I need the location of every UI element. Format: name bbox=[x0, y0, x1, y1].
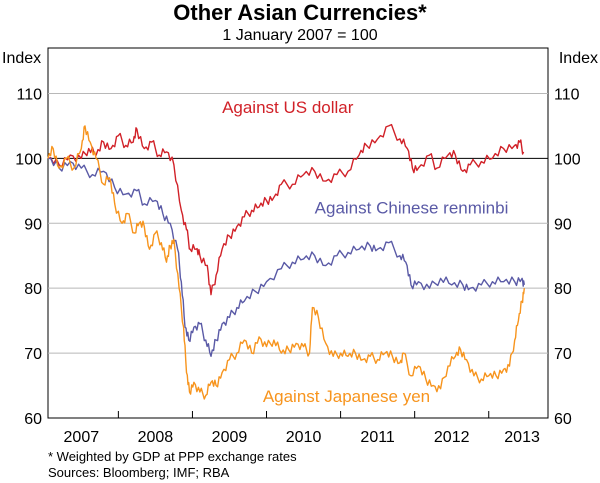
x-tick-label-2009: 2009 bbox=[212, 429, 248, 446]
series-label-against-us-dollar: Against US dollar bbox=[222, 98, 354, 117]
y-tick-left-90: 90 bbox=[24, 216, 42, 233]
x-tick-label-2013: 2013 bbox=[504, 429, 540, 446]
chart-subtitle: 1 January 2007 = 100 bbox=[222, 27, 378, 44]
x-tick-label-2011: 2011 bbox=[360, 429, 395, 446]
gridlines bbox=[48, 92, 548, 354]
series-line-against-chinese-renminbi bbox=[47, 157, 525, 357]
x-tick-label-2012: 2012 bbox=[434, 429, 470, 446]
x-tick-label-2010: 2010 bbox=[286, 429, 322, 446]
y-axis-label-left: Index bbox=[2, 50, 41, 67]
x-axis-ticks: 2007 2008 2009 2010 2011 2012 2013 bbox=[64, 411, 540, 446]
y-tick-right-70: 70 bbox=[554, 346, 572, 363]
x-tick-label-2008: 2008 bbox=[138, 429, 174, 446]
y-tick-right-90: 90 bbox=[554, 216, 572, 233]
y-tick-left-70: 70 bbox=[24, 346, 42, 363]
series-lines bbox=[47, 123, 525, 400]
y-axis-ticks: 60 60 70 70 80 80 90 90 100 100 110 110 bbox=[15, 86, 581, 428]
series-label-against-chinese-renminbi: Against Chinese renminbi bbox=[315, 199, 509, 218]
y-axis-label-right: Index bbox=[559, 50, 598, 67]
y-tick-right-100: 100 bbox=[554, 151, 581, 168]
y-tick-right-60: 60 bbox=[554, 411, 572, 428]
series-line-against-us-dollar bbox=[47, 123, 525, 296]
footnote-sources: Sources: Bloomberg; IMF; RBA bbox=[48, 465, 230, 480]
y-tick-right-80: 80 bbox=[554, 281, 572, 298]
y-tick-right-110: 110 bbox=[554, 86, 580, 103]
series-line-against-japanese-yen bbox=[47, 125, 525, 400]
footnote-weighting: * Weighted by GDP at PPP exchange rates bbox=[48, 449, 297, 464]
y-tick-left-60: 60 bbox=[24, 411, 42, 428]
plot-frame bbox=[47, 47, 549, 419]
chart-title: Other Asian Currencies* bbox=[173, 0, 427, 25]
y-tick-left-110: 110 bbox=[16, 86, 42, 103]
series-label-against-japanese-yen: Against Japanese yen bbox=[263, 387, 430, 406]
series-labels: Against US dollar Against Chinese renminb… bbox=[222, 98, 508, 406]
y-tick-left-100: 100 bbox=[15, 151, 42, 168]
x-tick-label-2007: 2007 bbox=[64, 429, 100, 446]
y-tick-left-80: 80 bbox=[24, 281, 42, 298]
